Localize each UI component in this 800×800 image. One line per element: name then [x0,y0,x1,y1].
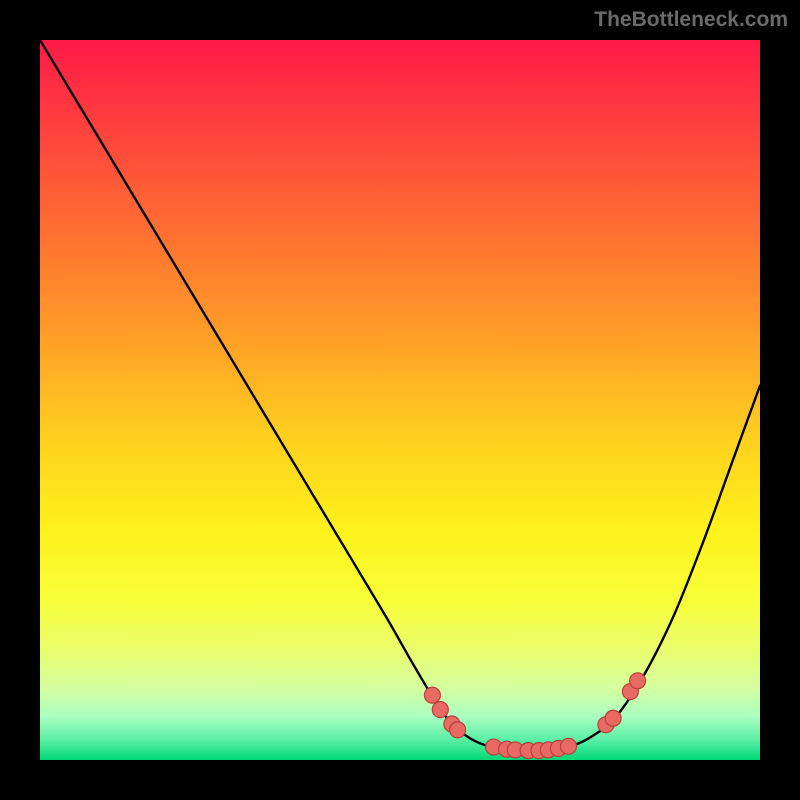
data-marker [424,687,440,703]
plot-area [40,40,760,760]
watermark-text: TheBottleneck.com [594,8,788,32]
data-marker [450,722,466,738]
data-marker [432,702,448,718]
valley-curve [40,40,760,751]
chart-svg-layer [40,40,760,760]
data-marker [605,710,621,726]
data-marker [560,738,576,754]
data-marker [630,673,646,689]
data-markers-group [424,673,645,759]
